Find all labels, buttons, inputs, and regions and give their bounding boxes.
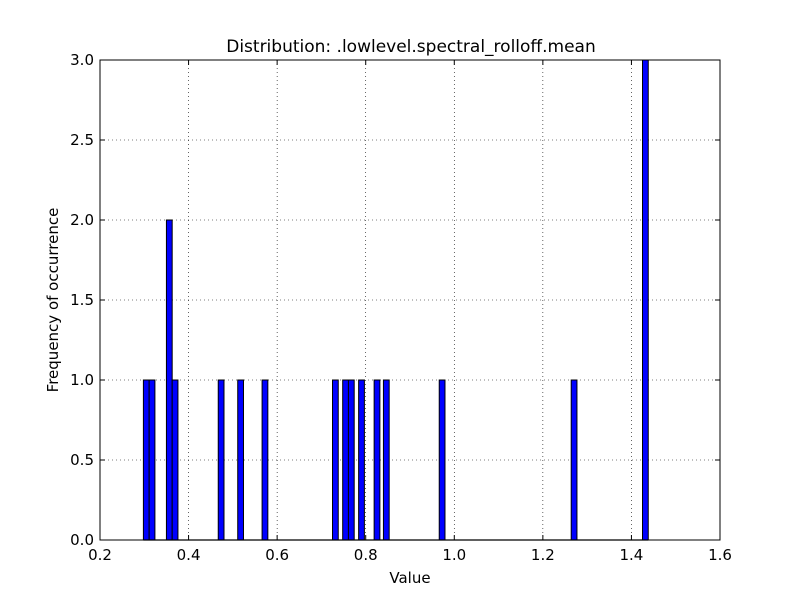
histogram-bar — [382, 379, 390, 541]
y-tick-label: 3.0 — [70, 51, 94, 69]
x-tick-label: 0.6 — [265, 546, 289, 564]
x-tick-label: 1.2 — [531, 546, 555, 564]
x-tick-label: 0.4 — [177, 546, 201, 564]
histogram-bar — [438, 379, 446, 541]
y-tick-label: 0.0 — [70, 531, 94, 549]
x-axis-ticks: 0.2 0.4 0.6 0.8 1.0 1.2 1.4 1.6 — [88, 60, 732, 564]
x-tick-label: 1.4 — [619, 546, 643, 564]
histogram-bar — [342, 379, 349, 541]
histogram-bar — [642, 59, 649, 541]
histogram-bar — [347, 379, 355, 541]
x-tick-label: 0.8 — [354, 546, 378, 564]
histogram-bar — [358, 379, 365, 541]
histogram-bar — [165, 219, 173, 541]
x-tick-label: 1.6 — [708, 546, 732, 564]
histogram-bar — [570, 379, 578, 541]
x-tick-label: 1.0 — [442, 546, 466, 564]
chart-title: Distribution: .lowlevel.spectral_rolloff… — [226, 37, 596, 57]
y-axis-ticks: 0.0 0.5 1.0 1.5 2.0 2.5 3.0 — [70, 51, 720, 549]
y-axis-label: Frequency of occurrence — [44, 208, 62, 393]
x-axis-label: Value — [389, 569, 430, 587]
histogram-bar — [217, 379, 225, 541]
histogram-bar — [237, 379, 244, 541]
histogram-bar — [332, 379, 339, 541]
y-tick-label: 2.0 — [70, 211, 94, 229]
y-tick-label: 1.0 — [70, 371, 94, 389]
histogram-bar — [373, 379, 381, 541]
histogram-bar — [261, 379, 269, 541]
histogram-bar — [142, 379, 150, 541]
y-tick-label: 2.5 — [70, 131, 94, 149]
y-tick-label: 0.5 — [70, 451, 94, 469]
x-tick-label: 0.2 — [88, 546, 112, 564]
y-tick-label: 1.5 — [70, 291, 94, 309]
grid-lines — [100, 60, 720, 540]
histogram-bar — [148, 379, 156, 541]
histogram-bar — [171, 379, 179, 541]
